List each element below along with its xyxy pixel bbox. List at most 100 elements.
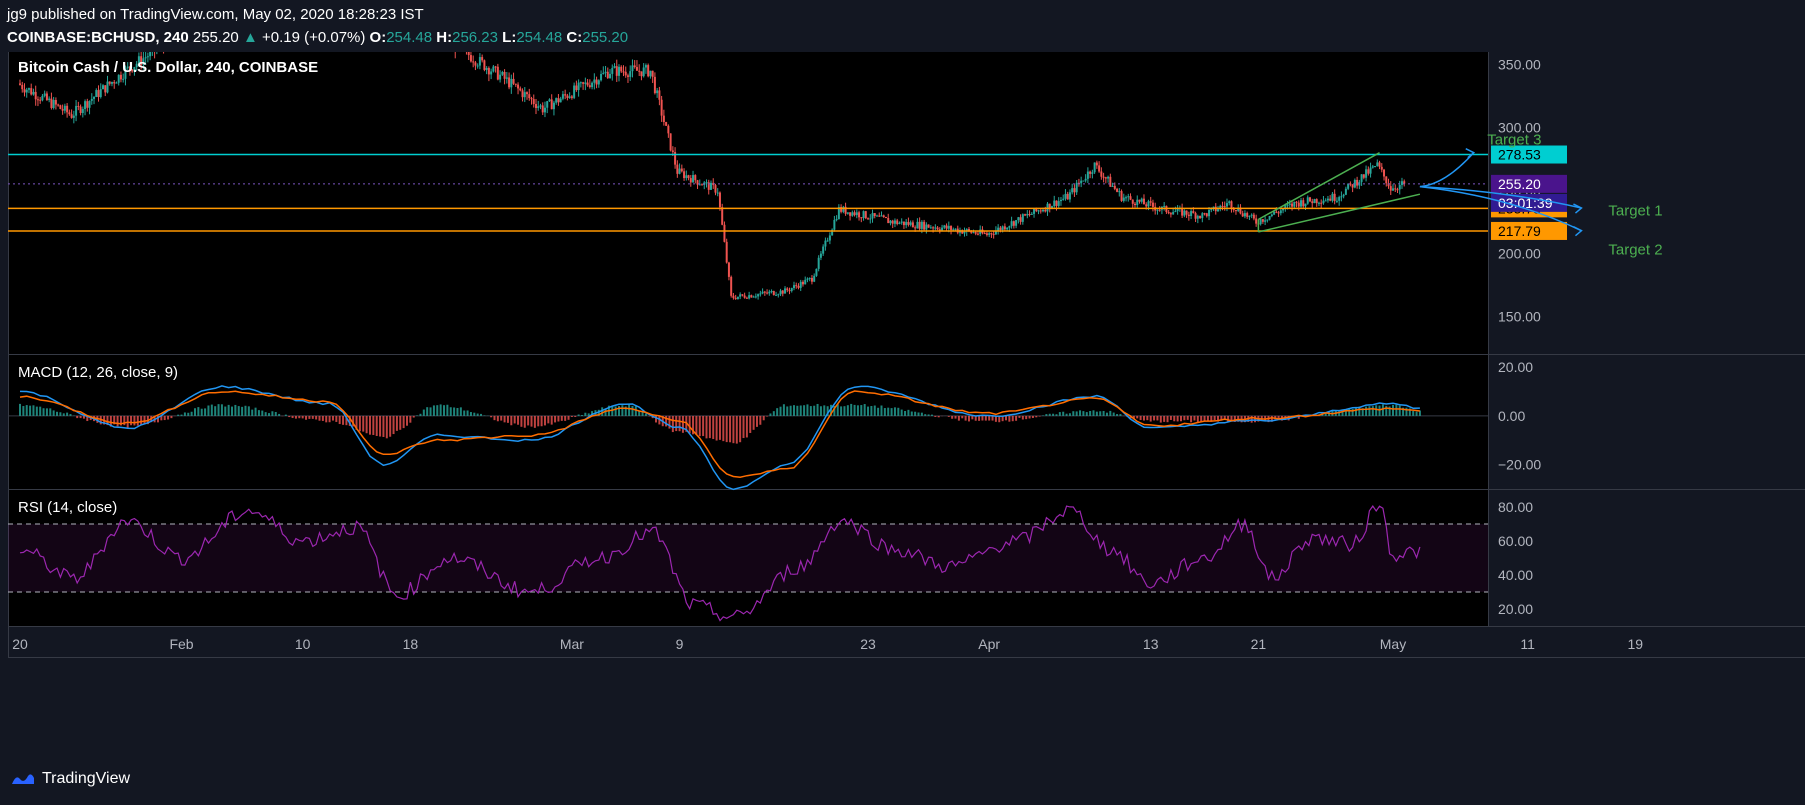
candle-body	[1270, 214, 1273, 216]
candle-body	[1138, 199, 1141, 202]
candle-body	[1064, 193, 1067, 199]
candle-body	[775, 294, 778, 296]
candle-body	[1057, 201, 1060, 206]
macd-hist-bar	[170, 415, 173, 419]
macd-hist-bar	[601, 407, 604, 416]
candle-body	[860, 217, 863, 219]
macd-hist-bar	[1119, 414, 1122, 416]
macd-hist-bar	[1277, 415, 1280, 420]
candle-body	[945, 225, 948, 229]
candle-body	[122, 78, 125, 80]
candle-body	[1147, 201, 1150, 207]
candle-body	[1196, 215, 1199, 219]
candle-body	[795, 285, 798, 287]
macd-hist-bar	[1190, 415, 1193, 423]
macd-hist-bar	[160, 415, 163, 421]
candle-body	[887, 218, 890, 224]
candle-body	[1273, 211, 1276, 215]
macd-hist-bar	[513, 415, 516, 424]
candle-body	[739, 294, 742, 297]
candle-body	[1241, 213, 1244, 217]
macd-hist-bar	[974, 415, 977, 421]
macd-hist-bar	[116, 415, 119, 427]
candle-body	[1021, 214, 1024, 222]
candle-body	[48, 98, 51, 100]
candle-body	[1071, 188, 1074, 193]
candle-body	[519, 88, 522, 91]
candle-body	[54, 99, 57, 105]
candle-body	[41, 95, 44, 101]
macd-hist-bar	[190, 411, 193, 416]
candle-body	[806, 278, 809, 280]
macd-hist-bar	[742, 415, 745, 439]
macd-hist-bar	[231, 406, 234, 416]
macd-hist-bar	[106, 415, 109, 426]
candle-body	[144, 57, 147, 59]
candle-body	[994, 230, 997, 235]
candle-body	[570, 96, 573, 98]
macd-hist-bar	[597, 409, 600, 416]
macd-hist-bar	[1018, 415, 1021, 418]
candle-body	[759, 293, 762, 295]
macd-hist-bar	[241, 406, 244, 416]
candle-body	[1024, 214, 1027, 216]
macd-hist-bar	[863, 404, 866, 416]
macd-hist-bar	[419, 413, 422, 416]
candle-body	[741, 294, 744, 296]
macd-hist-bar	[409, 415, 412, 423]
macd-hist-bar	[981, 415, 984, 421]
candle-body	[1389, 186, 1392, 191]
macd-hist-bar	[493, 415, 496, 421]
time-axis-tick: 18	[403, 636, 419, 652]
macd-hist-bar	[665, 415, 668, 427]
macd-hist-bar	[1045, 414, 1048, 416]
macd-hist-bar	[1348, 407, 1351, 416]
candle-body	[819, 253, 822, 258]
candle-body	[862, 211, 865, 219]
candle-body	[1093, 162, 1096, 173]
price-axis-tick: 150.00	[1498, 308, 1541, 324]
candle-body	[867, 218, 870, 220]
candle-body	[1059, 199, 1062, 202]
macd-hist-bar	[991, 415, 994, 421]
target-2-arrow	[1419, 185, 1582, 232]
macd-hist-bar	[702, 415, 705, 437]
candle-body	[72, 115, 75, 118]
macd-hist-bar	[604, 408, 607, 416]
chart-canvas[interactable]: 350.00300.00250.00200.00150.00278.53235.…	[0, 52, 1805, 758]
macd-hist-bar	[220, 404, 223, 416]
candle-body	[938, 229, 941, 231]
symbol-label: COINBASE:BCHUSD, 240	[7, 29, 189, 46]
candle-body	[1003, 226, 1006, 230]
candle-body	[534, 104, 537, 109]
macd-hist-bar	[338, 415, 341, 425]
candle-body	[1320, 202, 1323, 204]
candle-body	[1234, 210, 1237, 212]
candle-body	[687, 175, 690, 179]
candle-body	[25, 89, 28, 93]
macd-hist-bar	[614, 406, 617, 416]
candle-body	[1302, 200, 1305, 207]
candle-body	[936, 227, 939, 230]
macd-hist-bar	[39, 406, 42, 416]
candle-body	[1306, 197, 1309, 204]
chart-area[interactable]: 350.00300.00250.00200.00150.00278.53235.…	[0, 52, 1805, 758]
macd-hist-bar	[937, 415, 940, 418]
macd-hist-bar	[1132, 415, 1135, 420]
macd-hist-bar	[261, 410, 264, 416]
candle-body	[1044, 209, 1047, 212]
candle-body	[467, 52, 470, 56]
macd-hist-bar	[197, 407, 200, 416]
target-annotation: Target 2	[1608, 242, 1662, 259]
candle-body	[30, 88, 33, 95]
candle-body	[613, 66, 616, 68]
candle-body	[1001, 226, 1004, 230]
macd-hist-bar	[1052, 413, 1055, 416]
candle-body	[784, 288, 787, 294]
macd-hist-bar	[1203, 415, 1206, 421]
candle-body	[835, 219, 838, 221]
macd-hist-bar	[688, 415, 691, 434]
macd-hist-bar	[924, 414, 927, 416]
macd-hist-bar	[1358, 406, 1361, 416]
candle-body	[781, 290, 784, 294]
